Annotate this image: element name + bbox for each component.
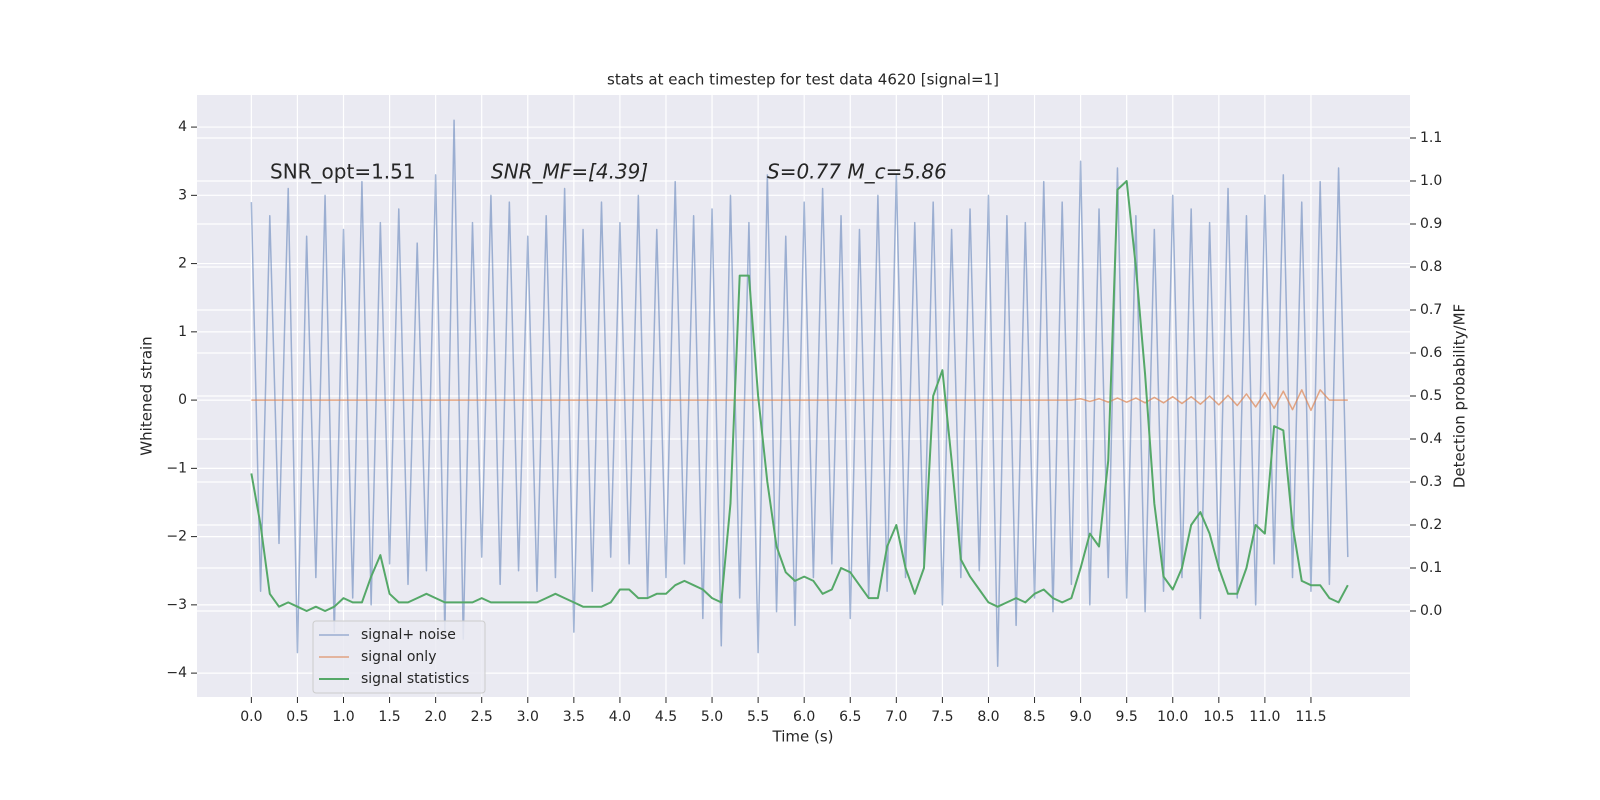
y2-tick-label: 1.0 bbox=[1420, 173, 1442, 189]
series-line bbox=[251, 389, 1348, 412]
y2-tick-label: 0.6 bbox=[1420, 345, 1442, 361]
x-tick-label: 0.5 bbox=[286, 709, 308, 725]
legend-label: signal statistics bbox=[361, 671, 469, 687]
y-tick-label: 0 bbox=[178, 392, 187, 408]
x-axis-label: Time (s) bbox=[772, 728, 834, 746]
x-tick-label: 3.5 bbox=[563, 709, 585, 725]
x-tick-label: 2.0 bbox=[425, 709, 447, 725]
x-tick-label: 6.5 bbox=[839, 709, 861, 725]
y-tick-label: 2 bbox=[178, 256, 187, 272]
y2-axis-label: Detection probability/MF bbox=[1451, 304, 1469, 488]
y-axis-label: Whitened strain bbox=[138, 336, 156, 455]
y-tick-label: 3 bbox=[178, 187, 187, 203]
y2-tick-label: 0.0 bbox=[1420, 603, 1442, 619]
y2-tick-label: 0.5 bbox=[1420, 388, 1442, 404]
x-tick-label: 7.5 bbox=[931, 709, 953, 725]
y2-tick-label: 1.1 bbox=[1420, 130, 1442, 146]
y2-tick-label: 0.1 bbox=[1420, 560, 1442, 576]
x-tick-label: 0.0 bbox=[240, 709, 262, 725]
x-tick-label: 11.0 bbox=[1249, 709, 1280, 725]
y-tick-label: −2 bbox=[166, 529, 187, 545]
x-tick-label: 9.0 bbox=[1069, 709, 1091, 725]
y-tick-label: −4 bbox=[166, 665, 187, 681]
x-tick-label: 8.5 bbox=[1023, 709, 1045, 725]
x-tick-label: 10.5 bbox=[1203, 709, 1234, 725]
x-tick-label: 4.5 bbox=[655, 709, 677, 725]
y-tick-label: −1 bbox=[166, 460, 187, 476]
y2-tick-label: 0.8 bbox=[1420, 259, 1442, 275]
x-tick-label: 1.0 bbox=[332, 709, 354, 725]
annotation: SNR_MF=[4.39] bbox=[491, 160, 648, 184]
legend-box bbox=[312, 620, 486, 694]
x-tick-label: 9.5 bbox=[1116, 709, 1138, 725]
legend-label: signal only bbox=[361, 649, 436, 665]
x-tick-label: 4.0 bbox=[609, 709, 631, 725]
x-tick-label: 7.0 bbox=[885, 709, 907, 725]
y-tick-label: −3 bbox=[166, 597, 187, 613]
y2-tick-label: 0.4 bbox=[1420, 431, 1442, 447]
annotation: S=0.77 M_c=5.86 bbox=[767, 160, 947, 184]
chart-title: stats at each timestep for test data 462… bbox=[607, 71, 999, 89]
x-tick-label: 2.5 bbox=[471, 709, 493, 725]
y2-tick-label: 0.2 bbox=[1420, 517, 1442, 533]
x-tick-label: 10.0 bbox=[1157, 709, 1188, 725]
y2-tick-label: 0.7 bbox=[1420, 302, 1442, 318]
x-tick-label: 1.5 bbox=[378, 709, 400, 725]
x-tick-label: 3.0 bbox=[517, 709, 539, 725]
series-line bbox=[250, 119, 1349, 668]
x-tick-label: 5.5 bbox=[747, 709, 769, 725]
y2-tick-label: 0.3 bbox=[1420, 474, 1442, 490]
series-line bbox=[250, 180, 1349, 612]
x-tick-label: 5.0 bbox=[701, 709, 723, 725]
y-tick-label: 4 bbox=[178, 119, 187, 135]
y2-tick-label: 0.9 bbox=[1420, 216, 1442, 232]
legend-label: signal+ noise bbox=[361, 627, 456, 643]
x-tick-label: 11.5 bbox=[1295, 709, 1326, 725]
x-tick-label: 8.0 bbox=[977, 709, 999, 725]
x-tick-label: 6.0 bbox=[793, 709, 815, 725]
annotation: SNR_opt=1.51 bbox=[270, 160, 416, 184]
y-tick-label: 1 bbox=[178, 324, 187, 340]
